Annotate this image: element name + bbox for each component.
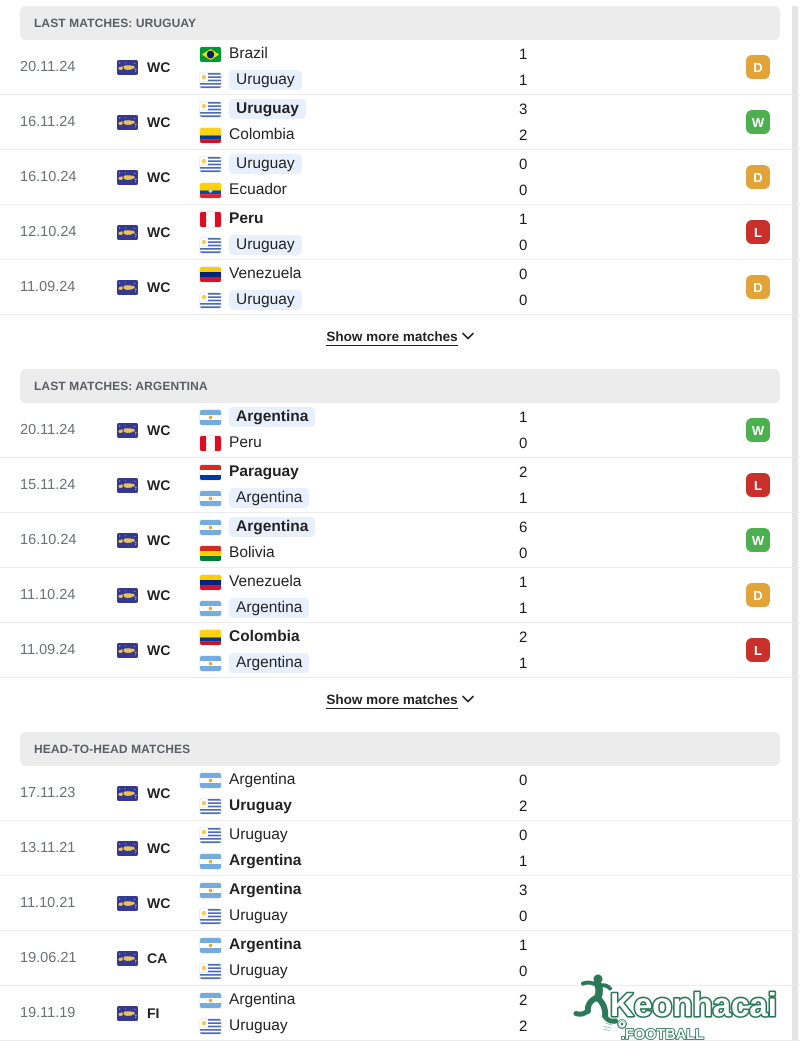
svg-text:.FOOTBALL: .FOOTBALL [621, 1027, 704, 1041]
svg-text:Keonhacai: Keonhacai [610, 986, 777, 1023]
